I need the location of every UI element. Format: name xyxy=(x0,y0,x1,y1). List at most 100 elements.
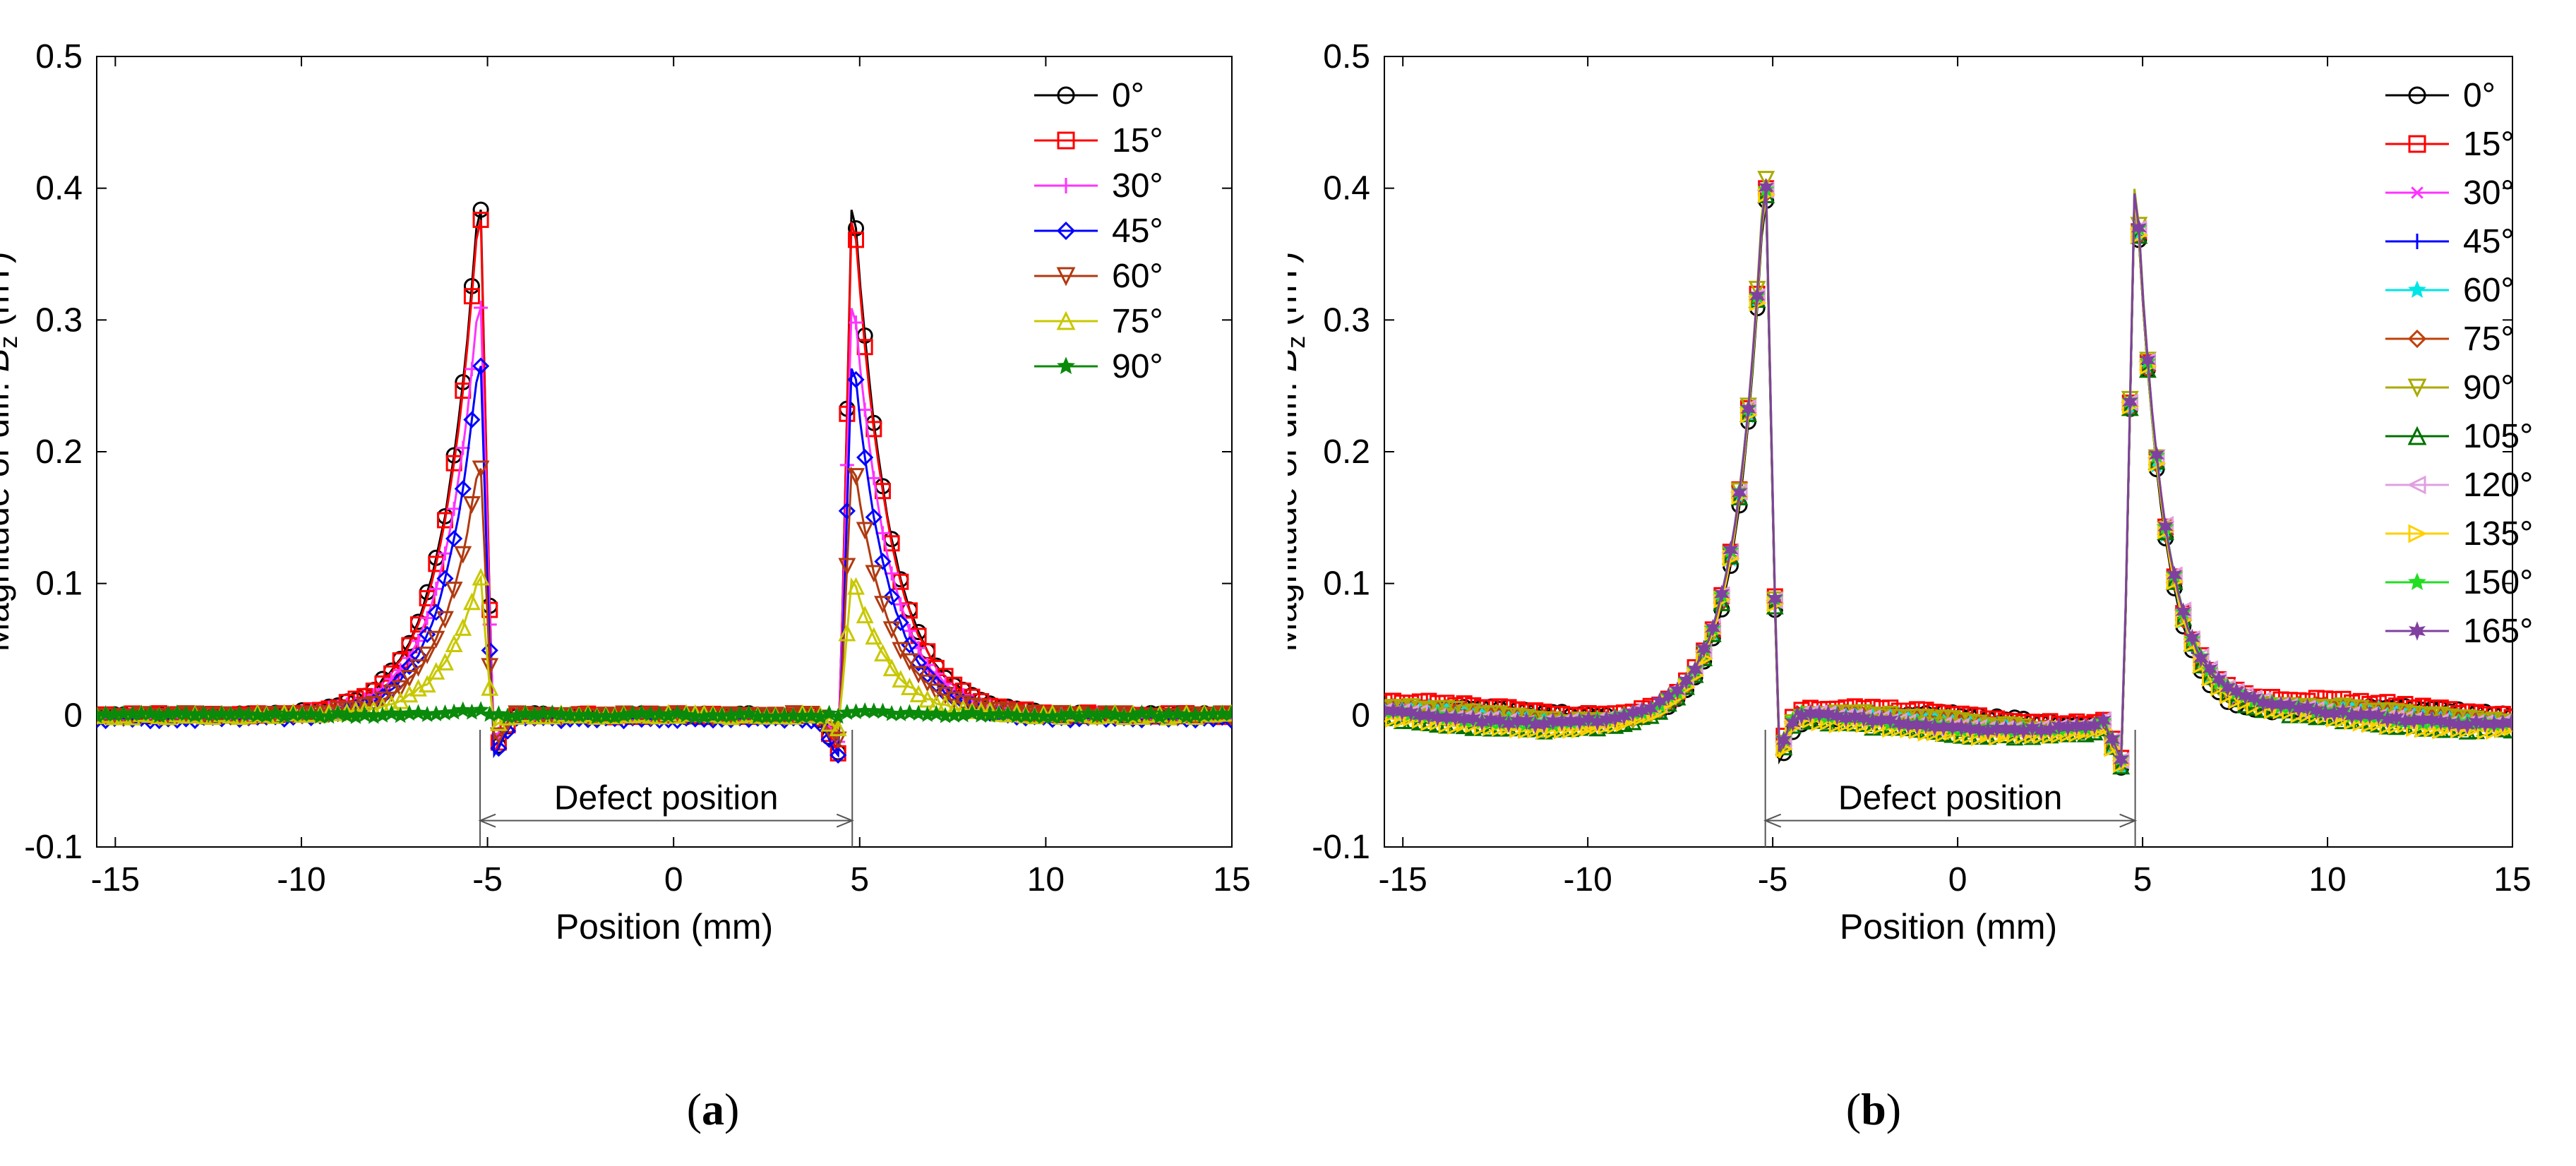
legend-entry: 45° xyxy=(1034,212,1163,250)
series-point xyxy=(429,582,443,596)
series-point xyxy=(463,592,481,611)
series-point xyxy=(848,232,865,248)
series-line xyxy=(1384,190,2512,762)
series-point xyxy=(445,582,463,599)
y-axis-label-sub: z xyxy=(1288,336,1310,349)
series-point xyxy=(1900,715,1917,734)
series-layer xyxy=(1384,171,2512,776)
series-point xyxy=(1705,618,1721,637)
series-point xyxy=(454,546,472,564)
series-point xyxy=(2414,710,2431,729)
series-point xyxy=(517,704,534,721)
series-point xyxy=(893,597,908,612)
series-point xyxy=(1420,706,1437,725)
series-point xyxy=(1740,399,1756,419)
series-point xyxy=(391,680,409,698)
series-point xyxy=(1882,711,1898,729)
series-point xyxy=(882,659,901,677)
series-line xyxy=(1384,193,2512,765)
series-point xyxy=(909,685,928,702)
series-point xyxy=(356,706,373,723)
series-point xyxy=(1562,711,1579,731)
x-axis-label: Position (mm) xyxy=(1840,907,2057,946)
legend-entry: 120° xyxy=(2385,467,2533,504)
series-120° xyxy=(1384,181,2512,770)
series-point xyxy=(1926,711,1944,729)
series-point xyxy=(544,704,561,721)
series-point xyxy=(1437,699,1456,718)
series-point xyxy=(678,706,695,723)
legend-marker xyxy=(2408,524,2428,543)
series-point xyxy=(874,553,892,570)
legend-entry: 105° xyxy=(2385,418,2533,455)
legend-entry: 150° xyxy=(2385,564,2533,601)
series-point xyxy=(1971,720,1987,739)
series-point xyxy=(1731,483,1748,502)
series-point xyxy=(803,707,820,723)
series-point xyxy=(1394,702,1410,721)
series-0° xyxy=(1384,192,2512,776)
series-point xyxy=(490,739,508,757)
series-line xyxy=(97,466,1232,743)
series-point xyxy=(445,530,463,548)
series-point xyxy=(883,588,901,606)
panel-caption-b: (b) xyxy=(1845,1084,1902,1134)
legend-label: 0° xyxy=(2463,77,2496,114)
series-point xyxy=(1934,709,1953,728)
y-tick-label: 0 xyxy=(1351,697,1370,734)
y-tick-label: 0.1 xyxy=(35,565,83,603)
legend-marker xyxy=(1056,221,1076,241)
series-point xyxy=(1545,711,1562,731)
legend-marker xyxy=(2409,234,2425,249)
legend-marker xyxy=(1056,311,1076,330)
x-tick-label: 5 xyxy=(2133,861,2152,898)
series-point xyxy=(2299,698,2316,716)
series-point xyxy=(1492,711,1508,730)
series-point xyxy=(2219,678,2236,697)
legend-entry: 75° xyxy=(1034,303,1163,340)
legend-marker xyxy=(2407,378,2427,398)
series-point xyxy=(2024,719,2041,738)
series-point xyxy=(481,658,499,676)
series-point xyxy=(489,727,508,745)
series-point xyxy=(1820,704,1836,723)
series-point xyxy=(481,678,499,696)
series-point xyxy=(383,704,400,721)
series-point xyxy=(373,687,392,706)
series-point xyxy=(472,460,490,479)
series-point xyxy=(1412,706,1428,725)
defect-arrowhead-right xyxy=(2119,813,2138,828)
series-line xyxy=(1384,194,2512,767)
series-point xyxy=(1403,703,1419,722)
series-point xyxy=(1430,708,1446,727)
series-point xyxy=(2157,517,2174,536)
series-point xyxy=(820,714,838,732)
x-tick-label: 10 xyxy=(1027,861,1065,898)
defect-arrowhead-left xyxy=(478,813,496,828)
series-165° xyxy=(1384,178,2512,769)
series-point xyxy=(231,704,248,721)
legend-label: 15° xyxy=(1112,122,1163,160)
series-point xyxy=(901,653,918,671)
series-point xyxy=(338,707,356,723)
series-point xyxy=(1953,718,1970,737)
legend-entry: 45° xyxy=(2385,223,2515,260)
y-axis-label-suffix: (mT) xyxy=(0,251,16,335)
series-point xyxy=(1429,699,1446,718)
y-tick-label: 0.2 xyxy=(35,433,83,471)
x-tick-label: -15 xyxy=(91,861,140,898)
series-point xyxy=(2468,713,2484,731)
series-point xyxy=(454,618,472,636)
legend-marker xyxy=(1056,267,1076,287)
y-tick-label: 0.4 xyxy=(1323,170,1370,208)
y-tick-label: -0.1 xyxy=(24,829,83,866)
series-point xyxy=(847,577,865,595)
x-tick-label: 5 xyxy=(850,861,869,898)
y-axis-label-var: B xyxy=(1288,349,1304,372)
legend-marker xyxy=(2407,329,2427,349)
y-tick-label: 0.2 xyxy=(1323,433,1370,471)
series-point xyxy=(882,621,901,639)
series-point xyxy=(1097,704,1115,721)
series-point xyxy=(2433,711,2449,731)
series-layer xyxy=(97,201,1232,764)
